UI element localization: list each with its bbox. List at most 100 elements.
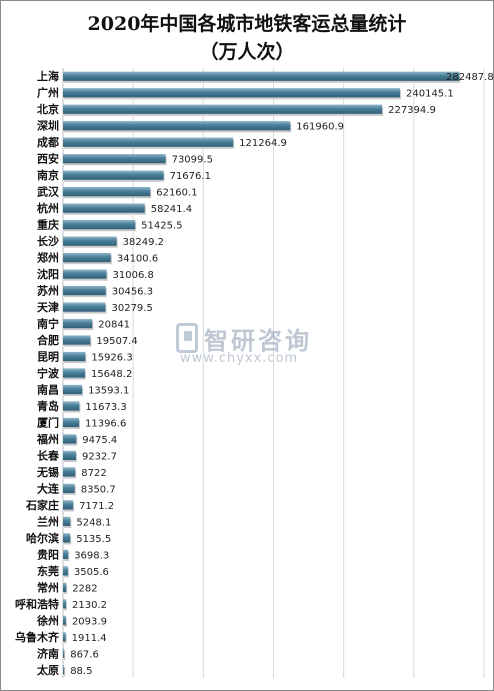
value-label: 9475.4: [82, 435, 117, 446]
watermark-name: 智研咨询: [204, 327, 312, 355]
bar: [63, 351, 86, 362]
bar: [63, 665, 65, 675]
bar: [63, 285, 106, 296]
bar: [63, 417, 79, 428]
bar: [63, 483, 75, 494]
category-label: 兰州: [37, 514, 59, 528]
category-label: 沈阳: [37, 267, 59, 281]
category-label: 哈尔滨: [26, 531, 59, 545]
value-label: 20841: [98, 320, 130, 331]
category-label: 广州: [37, 86, 59, 100]
category-label: 南京: [37, 168, 59, 182]
category-label: 厦门: [37, 415, 59, 429]
category-label: 重庆: [37, 218, 59, 232]
category-label: 常州: [37, 580, 59, 594]
category-label: 乌鲁木齐: [15, 630, 60, 644]
category-label: 贵阳: [37, 547, 59, 561]
value-label: 19507.4: [96, 336, 137, 347]
category-label: 呼和浩特: [15, 597, 59, 611]
bar: [63, 368, 85, 378]
bar: [63, 121, 291, 131]
bar: [63, 648, 65, 658]
bar: [63, 269, 107, 279]
category-label: 太原: [36, 663, 59, 677]
category-label: 上海: [37, 69, 59, 83]
category-label: 济南: [37, 646, 59, 660]
value-label: 30279.5: [111, 303, 152, 314]
category-label: 长沙: [37, 234, 59, 248]
watermark-url: www.chyxx.com: [180, 351, 299, 366]
bar: [63, 88, 401, 98]
bar: [63, 71, 460, 81]
bar: [63, 203, 145, 213]
value-label: 8722: [81, 468, 106, 479]
value-label: 30456.3: [112, 287, 153, 298]
value-label: 8350.7: [81, 484, 116, 495]
category-label: 郑州: [37, 251, 59, 265]
value-label: 13593.1: [88, 385, 129, 396]
value-label: 38249.2: [123, 237, 164, 248]
category-label: 南宁: [37, 317, 59, 331]
value-label: 31006.8: [113, 270, 154, 281]
bar: [63, 401, 80, 411]
category-label: 无锡: [36, 465, 59, 479]
value-label: 2130.2: [72, 600, 107, 611]
bar: [63, 335, 91, 345]
bar: [63, 434, 77, 444]
category-label: 杭州: [37, 201, 59, 215]
bar: [63, 599, 66, 609]
bar: [63, 302, 106, 312]
value-label: 15926.3: [91, 353, 132, 364]
value-label: 11673.3: [85, 402, 126, 413]
value-label: 121264.9: [239, 138, 287, 149]
bar: [63, 104, 383, 114]
bar-shadow: [64, 650, 66, 660]
category-label: 石家庄: [25, 498, 59, 512]
watermark: 智研咨询 www.chyxx.com: [176, 321, 336, 371]
category-label: 徐州: [36, 613, 59, 627]
category-label: 合肥: [37, 333, 59, 347]
bar-shadow: [64, 667, 66, 677]
bar: [63, 170, 164, 180]
category-label: 苏州: [37, 284, 59, 298]
bar: [63, 500, 74, 510]
value-label: 282487.8: [446, 72, 494, 83]
bar: [63, 615, 66, 625]
category-label: 西安: [37, 152, 59, 166]
bar: [63, 384, 83, 395]
value-label: 15648.2: [91, 369, 132, 380]
value-label: 5135.5: [76, 534, 111, 545]
bar: [63, 533, 71, 543]
bar: [63, 252, 111, 263]
bar: [63, 467, 76, 477]
value-label: 161960.9: [296, 122, 344, 133]
bar: [63, 549, 69, 559]
value-label: 2093.9: [72, 616, 107, 627]
value-label: 88.5: [70, 666, 92, 677]
category-label: 长春: [37, 448, 60, 462]
value-label: 3698.3: [74, 550, 109, 561]
value-label: 9232.7: [82, 451, 117, 462]
category-label: 北京: [37, 102, 59, 116]
value-label: 71676.1: [170, 171, 211, 182]
value-label: 3505.6: [74, 567, 109, 578]
value-label: 34100.6: [117, 254, 158, 265]
bar: [63, 154, 166, 164]
category-label: 南昌: [37, 382, 59, 396]
category-label: 宁波: [37, 366, 60, 380]
value-label: 227394.9: [388, 105, 436, 116]
value-label: 2282: [72, 583, 97, 594]
value-label: 240145.1: [406, 89, 454, 100]
value-label: 5248.1: [76, 517, 111, 528]
watermark-logo-icon: [176, 323, 198, 353]
value-label: 51425.5: [141, 221, 182, 232]
bar: [63, 236, 117, 246]
value-label: 11396.6: [85, 418, 126, 429]
bar: [63, 566, 68, 576]
category-label: 深圳: [37, 119, 59, 133]
title-line: 2020年中国各城市地铁客运总量统计: [87, 13, 407, 35]
value-label: 1911.4: [72, 633, 107, 644]
category-label: 福州: [36, 432, 59, 446]
value-label: 7171.2: [79, 501, 114, 512]
